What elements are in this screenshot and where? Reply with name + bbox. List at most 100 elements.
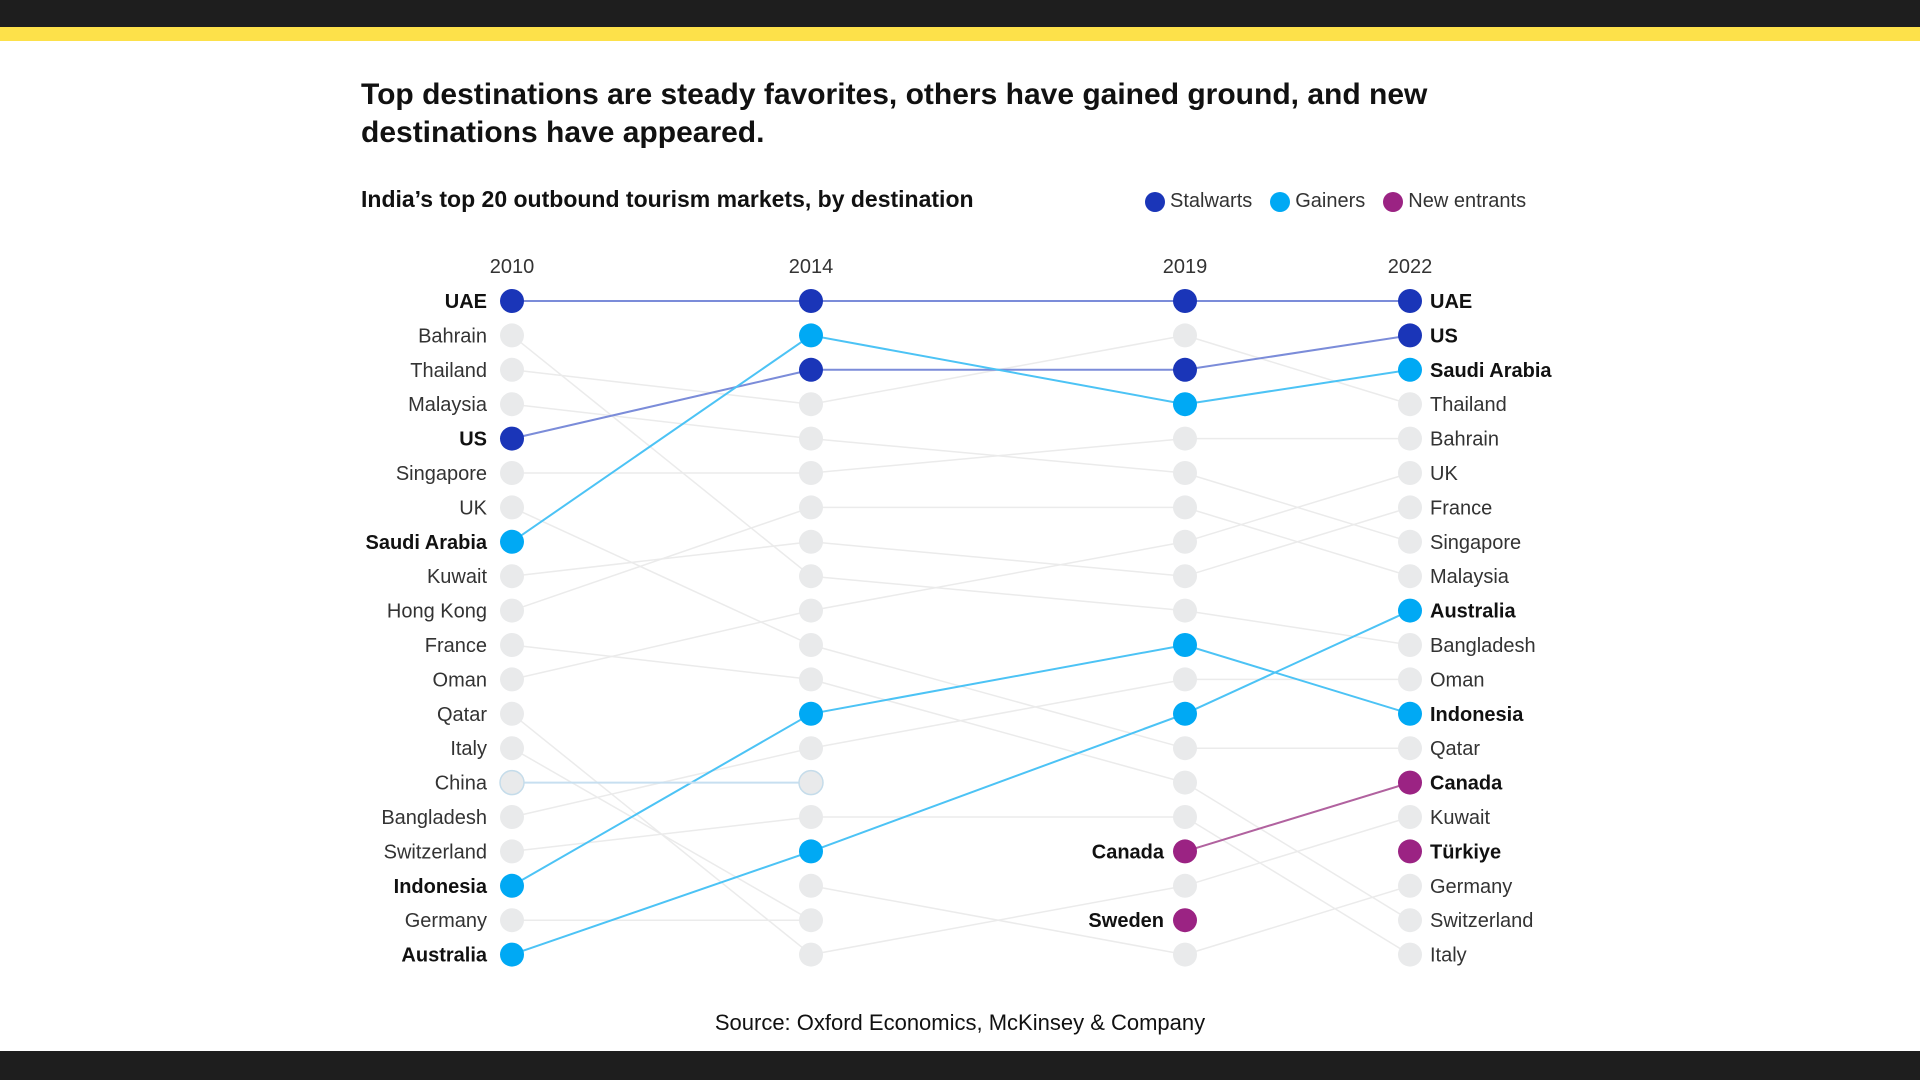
background-link-32 <box>1184 506 1411 577</box>
dot-saudi-arabia-2019 <box>1173 392 1197 417</box>
background-link-4 <box>511 506 812 646</box>
label-2022-germany: Germany <box>1430 876 1512 898</box>
background-link-2 <box>511 403 812 440</box>
label-2010-bangladesh: Bangladesh <box>381 807 487 829</box>
dot-2014-rank-12 <box>799 667 823 692</box>
year-label-2014: 2014 <box>789 256 834 278</box>
dot-2010-rank-16 <box>500 805 524 829</box>
top-dark-bar <box>0 0 1920 27</box>
dot-2022-rank-5 <box>1398 426 1422 451</box>
dot-2010-rank-6 <box>500 461 524 485</box>
dot-2019-rank-10 <box>1173 598 1197 623</box>
background-link-39 <box>1184 885 1411 956</box>
dot-2019-rank-6 <box>1173 461 1197 485</box>
dot-2010-rank-7 <box>500 495 524 520</box>
dot-turkiye-2022 <box>1398 839 1422 864</box>
dot-us-2022 <box>1398 323 1422 348</box>
label-2010-bahrain: Bahrain <box>418 325 487 347</box>
label-2010-us: US <box>459 429 487 451</box>
label-2022-italy: Italy <box>1430 945 1467 967</box>
background-link-38 <box>1184 816 1411 887</box>
legend-swatch-stalwarts <box>1145 191 1165 212</box>
year-label-2019: 2019 <box>1163 256 1208 278</box>
dot-2022-rank-19 <box>1398 908 1422 933</box>
background-lines <box>511 334 1411 956</box>
dot-sweden-2019 <box>1173 908 1197 933</box>
dot-2014-rank-8 <box>799 529 823 554</box>
label-2010-australia: Australia <box>401 945 487 967</box>
label-2010-saudi-arabia: Saudi Arabia <box>365 532 487 554</box>
label-2022-uk: UK <box>1430 463 1458 485</box>
dot-indonesia-2022 <box>1398 701 1422 726</box>
background-link-37 <box>1184 816 1411 956</box>
dot-2019-rank-14 <box>1173 736 1197 761</box>
label-2022-us: US <box>1430 325 1458 347</box>
dot-2019-rank-15 <box>1173 770 1197 795</box>
dot-2022-rank-16 <box>1398 805 1422 829</box>
background-link-1 <box>511 369 812 405</box>
dot-2014-rank-20 <box>799 942 823 967</box>
background-link-16 <box>810 437 1186 474</box>
dot-us-2019 <box>1173 357 1197 382</box>
label-2010-malaysia: Malaysia <box>408 394 488 416</box>
headline: Top destinations are steady favorites, o… <box>361 78 1428 149</box>
dot-2014-rank-9 <box>799 564 823 589</box>
legend-swatch-new-entrants <box>1383 191 1404 212</box>
background-link-19 <box>810 575 1186 612</box>
dot-indonesia-2010 <box>500 873 524 898</box>
series-line-indonesia <box>511 643 1411 887</box>
label-2010-qatar: Qatar <box>437 704 487 726</box>
dot-canada-2019 <box>1173 839 1197 864</box>
dot-2014-rank-14 <box>799 736 823 761</box>
legend-item-gainers: Gainers <box>1270 190 1365 213</box>
dot-indonesia-2019 <box>1173 633 1197 657</box>
label-2022-indonesia: Indonesia <box>1430 704 1524 726</box>
dot-saudi-arabia-2010 <box>500 529 524 554</box>
dot-2010-rank-4 <box>500 392 524 417</box>
dot-2022-rank-20 <box>1398 942 1422 967</box>
label-2010-thailand: Thailand <box>410 360 487 382</box>
dot-2022-rank-4 <box>1398 392 1422 417</box>
dot-uae-2022 <box>1398 289 1422 313</box>
label-2010-italy: Italy <box>450 738 487 760</box>
background-link-33 <box>1184 609 1411 646</box>
background-link-23 <box>810 678 1186 749</box>
rank-dots <box>499 289 1422 967</box>
dot-2010-rank-9 <box>500 564 524 589</box>
background-link-31 <box>1184 472 1411 543</box>
legend-label-stalwarts: Stalwarts <box>1170 190 1253 212</box>
background-link-6 <box>511 506 812 612</box>
background-link-22 <box>810 678 1186 784</box>
label-2010-hong-kong: Hong Kong <box>387 601 487 623</box>
label-2022-uae: UAE <box>1430 291 1472 313</box>
dot-2014-rank-6 <box>799 461 823 485</box>
dot-2014-rank-16 <box>799 805 823 829</box>
label-2022-bahrain: Bahrain <box>1430 429 1499 451</box>
dot-2014-rank-5 <box>799 426 823 451</box>
dot-uae-2014 <box>799 289 823 313</box>
dot-2014-rank-11 <box>799 633 823 657</box>
dot-2022-rank-7 <box>1398 495 1422 520</box>
dot-australia-2010 <box>500 942 524 967</box>
series-line-canada <box>1184 781 1411 853</box>
dot-2010-rank-17 <box>500 839 524 864</box>
label-2010-uae: UAE <box>445 291 487 313</box>
legend-label-new-entrants: New entrants <box>1408 190 1527 212</box>
year-label-2010: 2010 <box>490 256 535 278</box>
label-2022-turkiye: Türkiye <box>1430 841 1501 863</box>
dot-2014-rank-7 <box>799 495 823 520</box>
dot-2014-rank-10 <box>799 598 823 623</box>
label-2010-oman: Oman <box>433 669 487 691</box>
dot-2014-rank-18 <box>799 873 823 898</box>
label-2010-china: China <box>435 773 488 795</box>
dot-china-2010 <box>499 769 525 796</box>
bump-chart: 2010 2014 2019 2022 UAE Bahrain Thailand Malays… <box>365 256 1552 967</box>
label-2010-switzerland: Switzerland <box>384 841 487 863</box>
label-2022-malaysia: Malaysia <box>1430 566 1510 588</box>
dot-2019-rank-2 <box>1173 323 1197 348</box>
dot-2010-rank-11 <box>500 633 524 657</box>
top-accent-bar <box>0 27 1920 41</box>
background-link-7 <box>511 644 812 681</box>
dot-canada-2022 <box>1398 770 1422 795</box>
dot-2022-rank-6 <box>1398 461 1422 485</box>
